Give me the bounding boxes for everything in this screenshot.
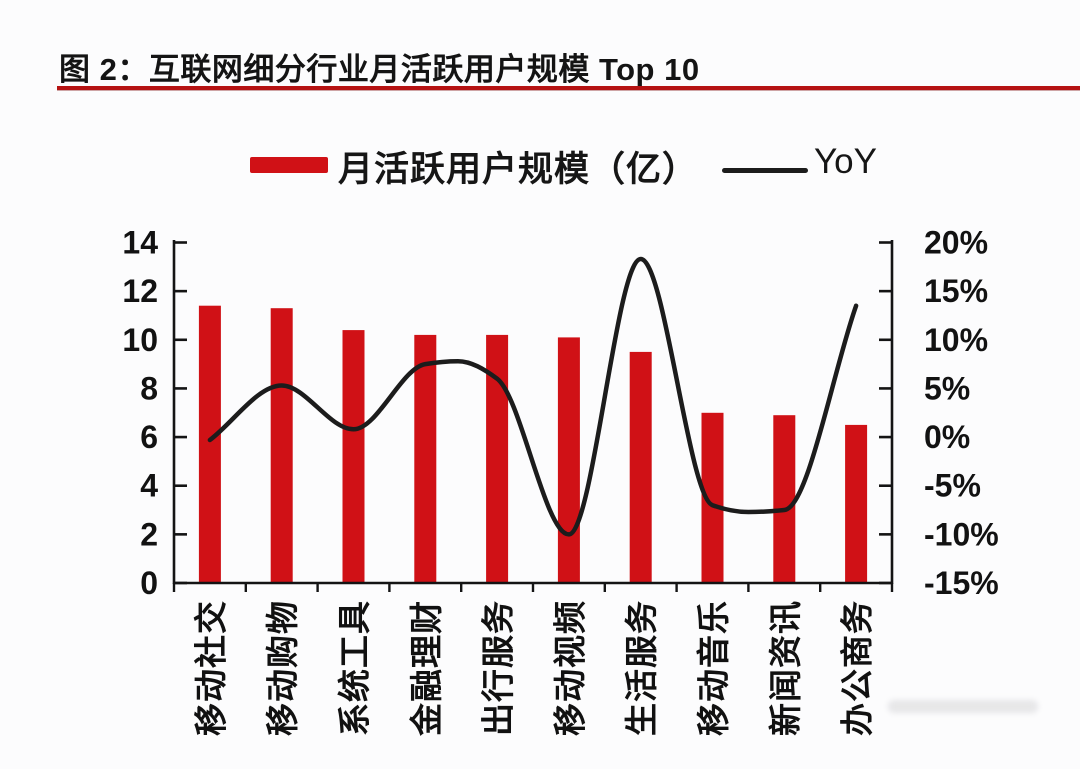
bar — [629, 351, 652, 583]
y-axis-tick-label-left: 2 — [140, 516, 158, 552]
bar — [270, 308, 293, 583]
line-series-swatch — [722, 168, 808, 173]
bar-series-label: 月活跃用户规模（亿） — [338, 150, 699, 189]
bar — [845, 424, 868, 583]
y-axis-tick-label-right: -15% — [924, 565, 999, 601]
bar — [557, 337, 580, 583]
bar — [414, 334, 437, 583]
bar — [773, 415, 796, 583]
y-axis-tick-label-right: 0% — [924, 419, 970, 455]
figure-title: 图 2：互联网细分行业月活跃用户规模 Top 10 — [59, 52, 700, 87]
category-label: 移动购物 — [264, 600, 301, 736]
category-label: 办公商务 — [839, 600, 876, 736]
y-axis-tick-label-left: 8 — [140, 370, 158, 406]
bar — [198, 305, 221, 583]
y-axis-tick-label-left: 10 — [122, 322, 158, 358]
bar — [701, 412, 724, 584]
y-axis-tick-label-right: -5% — [924, 468, 981, 504]
y-axis-tick-label-right: 20% — [924, 225, 988, 261]
category-label: 系统工具 — [336, 600, 373, 736]
bar — [486, 334, 509, 583]
category-label: 移动社交 — [192, 600, 229, 736]
category-label: 移动音乐 — [695, 600, 732, 736]
y-axis-tick-label-left: 6 — [140, 419, 158, 455]
y-axis-tick-label-right: 5% — [924, 370, 970, 406]
y-axis-tick-label-left: 14 — [122, 225, 158, 261]
category-label: 移动视频 — [551, 600, 588, 736]
y-axis-tick-label-right: -10% — [924, 516, 999, 552]
bar-series-swatch — [250, 157, 328, 173]
y-axis-tick-label-left: 4 — [140, 468, 158, 504]
category-label: 新闻资讯 — [767, 600, 804, 736]
y-axis-tick-label-left: 12 — [122, 273, 158, 309]
y-axis-tick-label-right: 15% — [924, 273, 988, 309]
category-label: 生活服务 — [623, 600, 660, 736]
watermark-smudge — [888, 700, 1038, 713]
line-series-label: YoY — [814, 142, 877, 181]
category-label: 金融理财 — [408, 600, 445, 737]
bar — [342, 330, 365, 583]
y-axis-tick-label-right: 10% — [924, 322, 988, 358]
y-axis-tick-label-left: 0 — [140, 565, 158, 601]
yoy-line — [207, 256, 859, 537]
category-label: 出行服务 — [480, 600, 517, 736]
title-underline — [57, 86, 1080, 90]
